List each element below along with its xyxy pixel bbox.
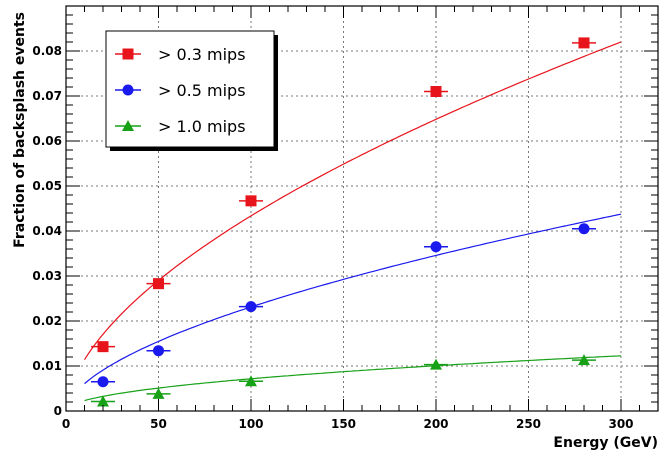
data-point-square (97, 341, 109, 353)
axes: 0 50 100 150 200 250 300 0 0.01 0.02 0.03 0.04 0.05 0… (32, 5, 659, 431)
y-tick-label: 0.08 (32, 44, 62, 58)
y-tick-label: 0.01 (32, 359, 62, 373)
x-tick-label: 300 (608, 417, 633, 431)
y-tick-label: 0.02 (32, 314, 62, 328)
data-point-triangle (152, 387, 165, 399)
legend-label: > 0.5 mips (158, 81, 246, 100)
data-point-circle (97, 376, 109, 388)
data-point-square (430, 86, 442, 97)
x-axis-title: Energy (GeV) (553, 435, 658, 451)
data-point-circle (122, 84, 134, 96)
data-point-square (122, 48, 134, 60)
y-axis-title: Fraction of backsplash events (12, 12, 28, 248)
legend-label: > 0.3 mips (158, 45, 246, 64)
legend: > 0.3 mips > 0.5 mips > 1.0 mips (105, 30, 278, 151)
x-tick-label: 100 (238, 417, 263, 431)
y-tick-label: 0.06 (32, 134, 62, 148)
x-tick-label: 0 (62, 417, 70, 431)
data-point-triangle (578, 354, 590, 366)
data-point-circle (153, 345, 164, 357)
legend-label: > 1.0 mips (158, 117, 246, 136)
y-tick-label: 0.04 (32, 224, 62, 238)
legend-box (105, 30, 275, 148)
fit-curve (83, 41, 622, 361)
y-tick-label: 0.07 (32, 89, 62, 103)
y-tick-label: 0 (54, 404, 62, 418)
data-point-triangle (97, 395, 109, 407)
fit-curve (84, 213, 622, 385)
fit-curves (83, 41, 622, 402)
data-point-square (245, 195, 257, 207)
x-tick-label: 150 (331, 417, 356, 431)
data-point-triangle (122, 120, 134, 131)
data-point-triangle (430, 358, 442, 370)
data-point-circle (578, 223, 590, 235)
data-point-square (153, 278, 164, 290)
data-points (91, 37, 596, 407)
data-point-square (578, 37, 590, 49)
y-tick-label: 0.03 (32, 269, 62, 283)
x-tick-label: 50 (150, 417, 167, 431)
grid-lines (66, 6, 658, 411)
x-tick-label: 200 (423, 417, 448, 431)
data-point-triangle (245, 375, 257, 387)
y-tick-label: 0.05 (32, 179, 62, 193)
data-point-circle (245, 301, 257, 313)
data-point-circle (430, 241, 442, 253)
x-tick-label: 250 (516, 417, 541, 431)
fit-curve (84, 355, 622, 402)
